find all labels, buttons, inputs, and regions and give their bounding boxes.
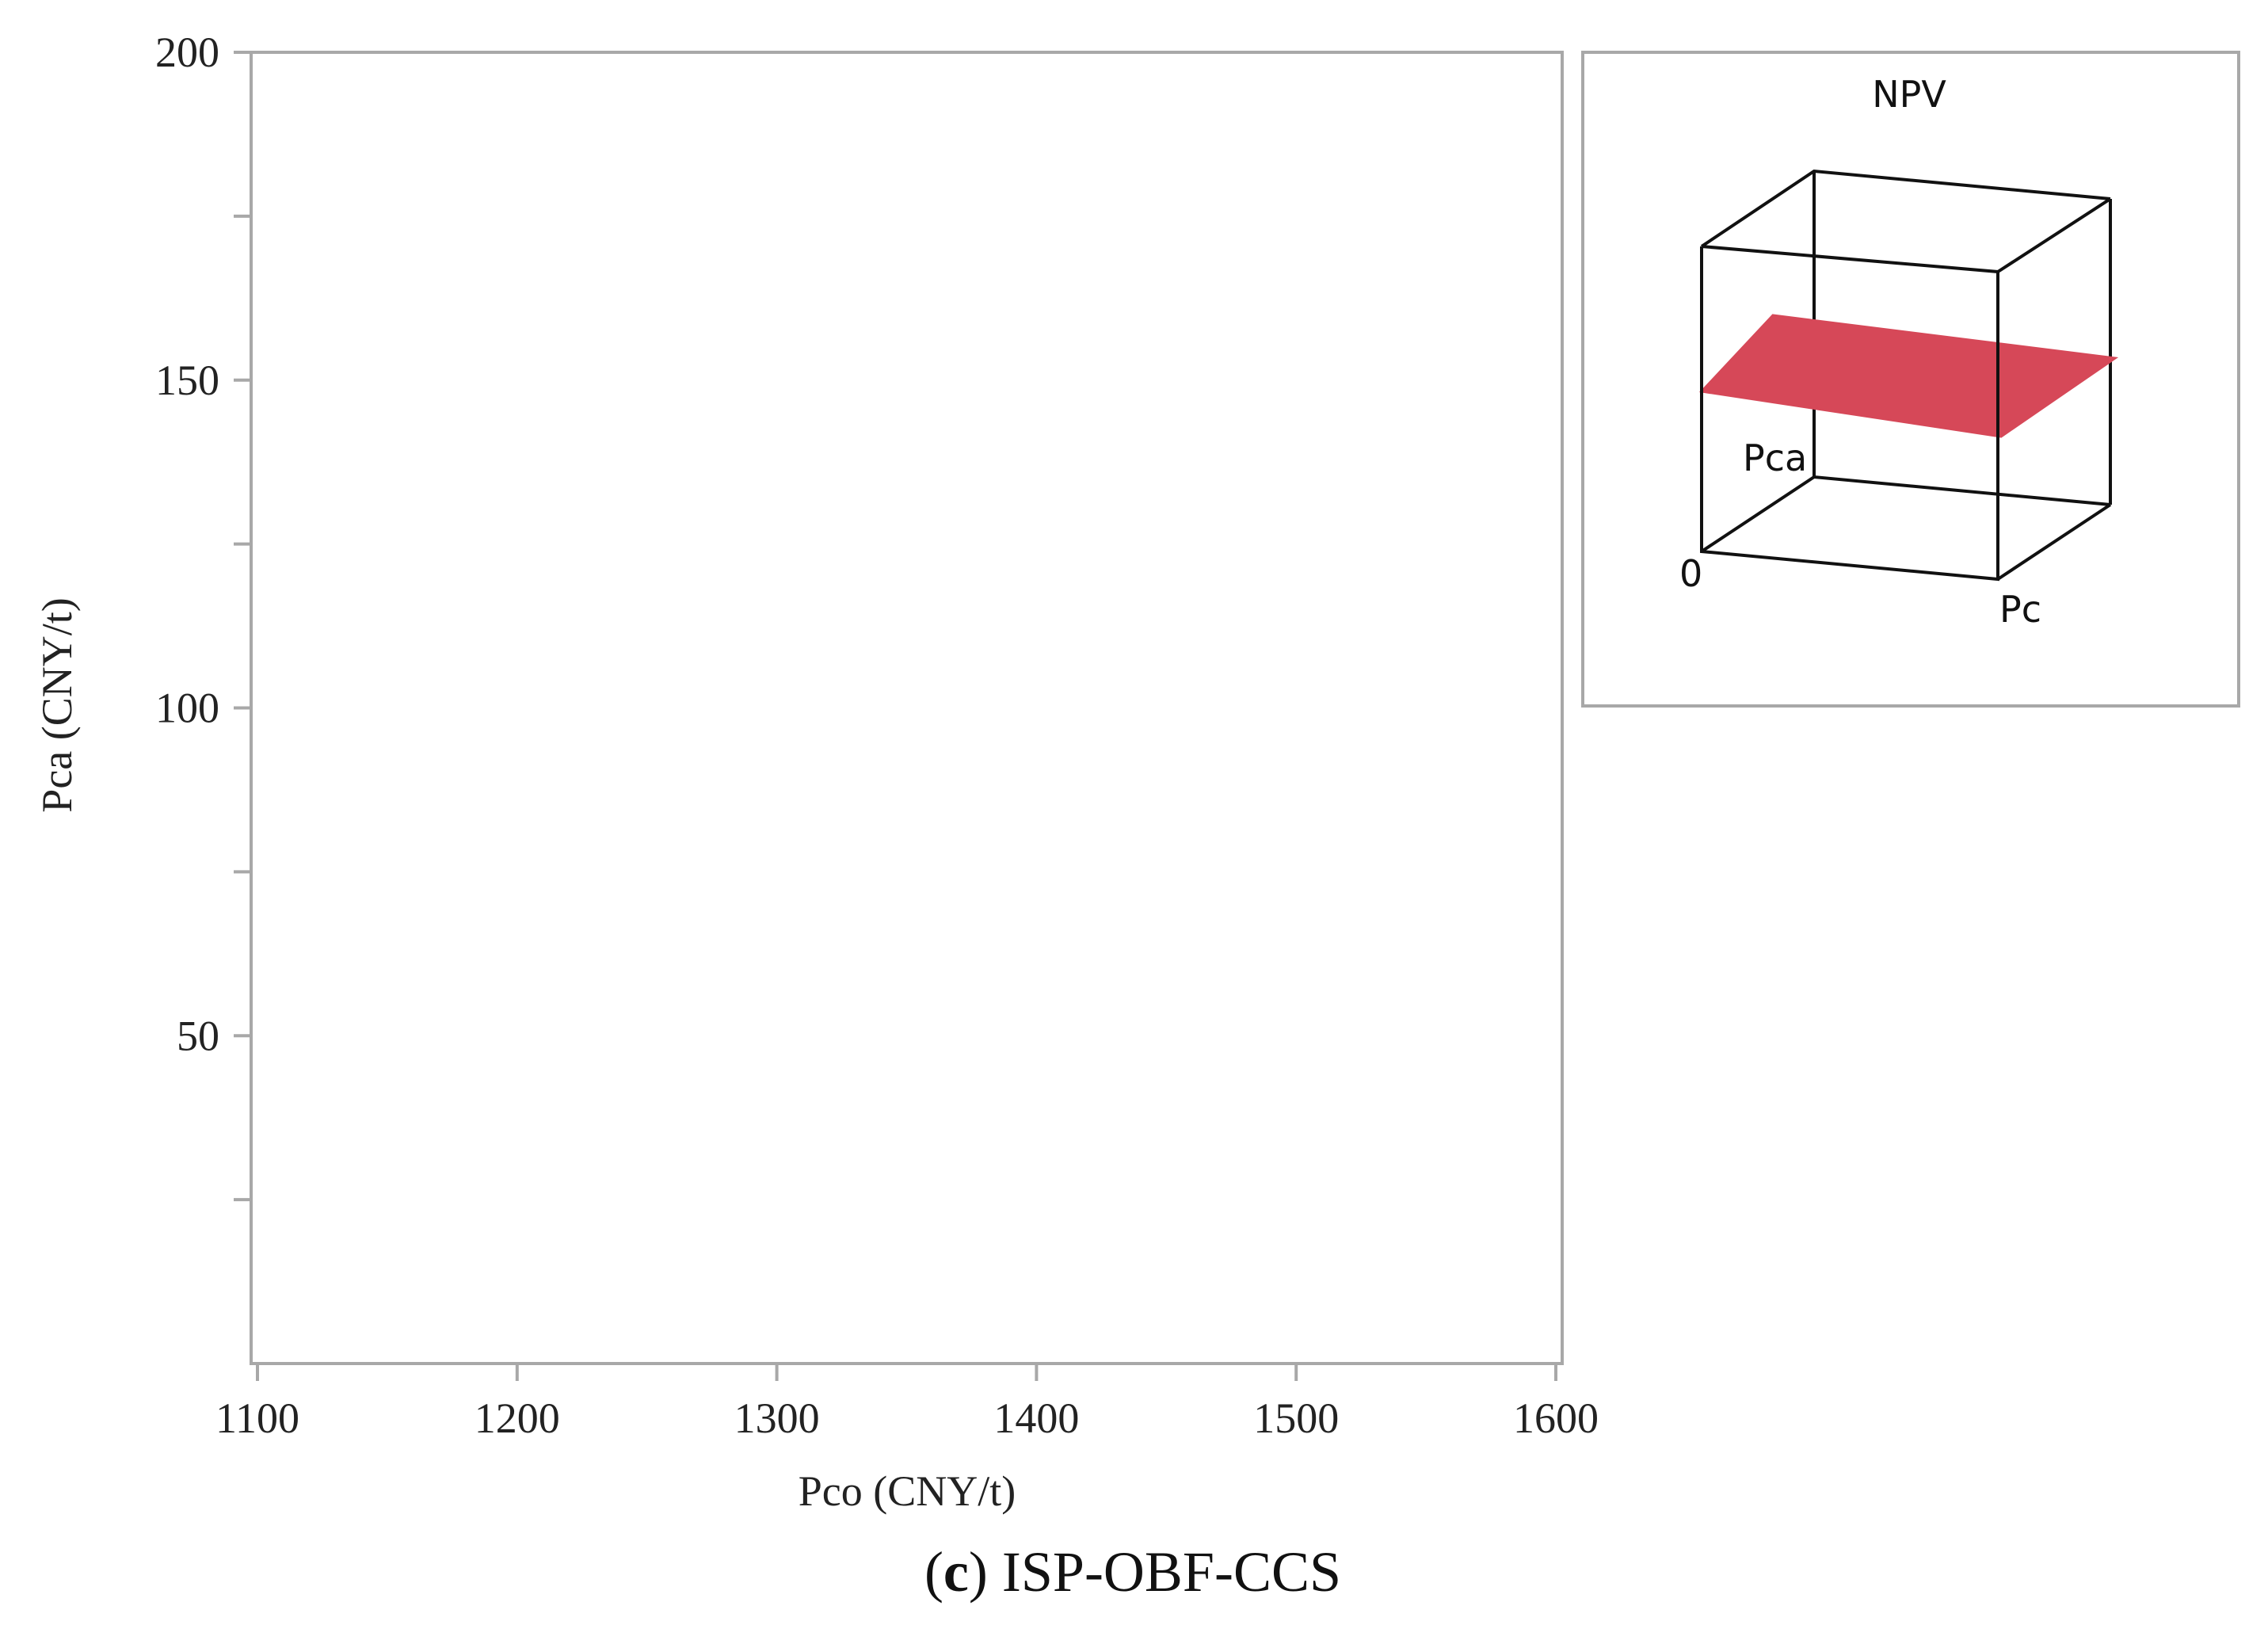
plot-frame [250, 51, 1564, 1365]
inset-title: NPV [1872, 73, 1946, 116]
y-tick-label: 150 [155, 357, 219, 404]
y-tick-label: 100 [155, 685, 219, 732]
y-tick-label: 50 [177, 1012, 219, 1059]
x-axis: 1100 1200 1300 1400 1500 1600 [215, 1364, 1599, 1442]
y-axis-title: Pca (CNY/t) [33, 597, 81, 812]
caption-letter: c [943, 1540, 969, 1604]
x-tick-label: 1100 [215, 1394, 299, 1442]
inset-cube-top-right [1996, 197, 2112, 273]
inset-origin-label: 0 [1679, 552, 1702, 595]
x-tick-label: 1200 [475, 1394, 560, 1442]
inset-pc-label: Pc [1999, 588, 2041, 631]
inset-surface [1698, 314, 2119, 438]
inset-3d-view: NPV Pca 0 Pc [1581, 51, 2240, 708]
y-tick-label: 200 [155, 29, 219, 76]
x-tick-label: 1500 [1253, 1394, 1339, 1442]
x-tick-label: 1400 [993, 1394, 1079, 1442]
x-axis-title: Pco (CNY/t) [799, 1467, 1016, 1515]
inset-cube-bottom-right [1996, 503, 2112, 581]
inset-pca-label: Pca [1743, 437, 1807, 479]
figure-caption: (c) ISP-OBF-CCS [924, 1540, 1341, 1604]
x-tick-label: 1600 [1513, 1394, 1599, 1442]
y-axis: 50 100 150 200 [155, 29, 251, 1202]
x-tick-label: 1300 [734, 1394, 820, 1442]
